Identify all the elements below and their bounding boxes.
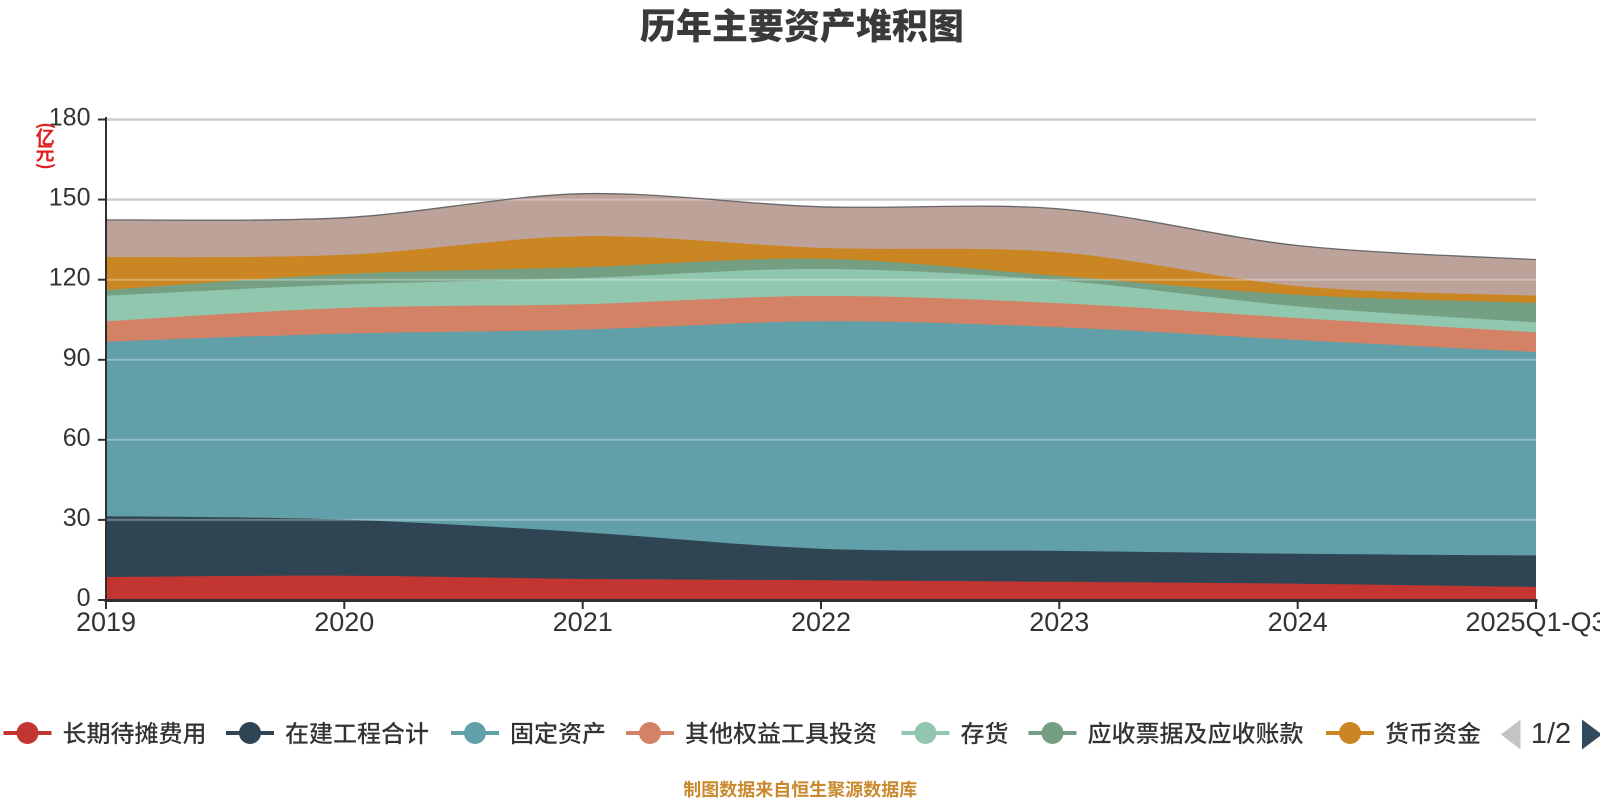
svg-text:2024: 2024 — [1268, 607, 1328, 637]
svg-text:1/2: 1/2 — [1531, 718, 1571, 750]
svg-text:150: 150 — [49, 184, 91, 212]
svg-text:2020: 2020 — [314, 607, 374, 637]
svg-text:2025Q1-Q3: 2025Q1-Q3 — [1465, 607, 1600, 637]
svg-text:180: 180 — [49, 104, 91, 132]
svg-text:30: 30 — [63, 504, 91, 532]
svg-text:120: 120 — [49, 264, 91, 292]
svg-text:0: 0 — [77, 584, 91, 612]
svg-text:2021: 2021 — [553, 607, 613, 637]
svg-text:2019: 2019 — [76, 607, 136, 637]
svg-text:2023: 2023 — [1029, 607, 1089, 637]
svg-text:60: 60 — [63, 424, 91, 452]
svg-text:90: 90 — [63, 344, 91, 372]
svg-text:2022: 2022 — [791, 607, 851, 637]
